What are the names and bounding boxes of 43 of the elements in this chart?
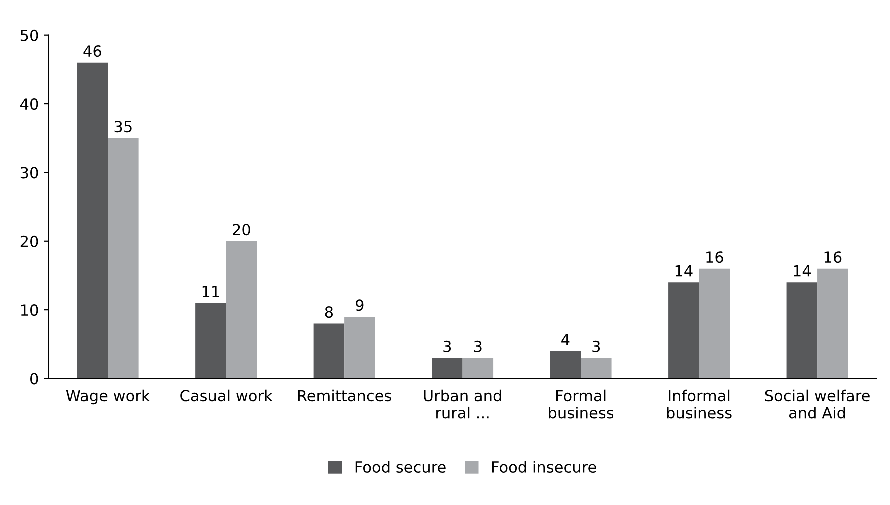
bar bbox=[344, 316, 376, 379]
bar bbox=[699, 268, 730, 379]
data-label: 9 bbox=[356, 300, 364, 312]
legend-label: Food insecure bbox=[492, 461, 596, 474]
data-label: 46 bbox=[84, 46, 102, 58]
data-label: 4 bbox=[562, 334, 570, 346]
legend-label: Food secure bbox=[356, 461, 446, 474]
data-label: 14 bbox=[676, 266, 693, 277]
x-tick-label: Social welfare and Aid bbox=[765, 390, 870, 419]
bar bbox=[668, 282, 700, 379]
x-tick-label: Wage work bbox=[66, 390, 150, 405]
data-label: 3 bbox=[444, 340, 452, 352]
data-label: 3 bbox=[474, 340, 482, 352]
bar bbox=[77, 62, 108, 379]
data-label: 20 bbox=[233, 224, 250, 236]
bar bbox=[581, 358, 612, 379]
data-label: 16 bbox=[824, 252, 842, 264]
y-tick-label: 30 bbox=[20, 167, 38, 179]
bar bbox=[462, 358, 494, 379]
data-label: 16 bbox=[706, 252, 724, 264]
y-tick-label: 40 bbox=[20, 98, 38, 110]
bar bbox=[226, 241, 258, 379]
data-label: 11 bbox=[202, 286, 220, 298]
bar bbox=[432, 358, 463, 379]
bar bbox=[818, 268, 848, 379]
bar bbox=[108, 138, 139, 379]
y-tick-label: 0 bbox=[30, 373, 38, 385]
x-tick-label: Informal business bbox=[667, 390, 732, 419]
y-tick-label: 50 bbox=[20, 30, 38, 42]
y-tick-label: 10 bbox=[21, 304, 38, 316]
x-tick-label: Casual work bbox=[180, 390, 273, 402]
bar bbox=[196, 303, 226, 379]
data-label: 3 bbox=[592, 340, 600, 352]
x-tick-label: Formal business bbox=[549, 390, 614, 419]
x-tick-label: Remittances bbox=[298, 390, 392, 402]
bar bbox=[786, 282, 818, 379]
bar bbox=[314, 324, 345, 379]
data-label: 35 bbox=[114, 121, 132, 133]
bar bbox=[550, 351, 582, 379]
data-label: 8 bbox=[325, 306, 333, 318]
x-tick-label: Urban and rural ... bbox=[424, 390, 502, 419]
y-tick-label: 20 bbox=[20, 236, 38, 248]
data-label: 14 bbox=[794, 266, 812, 277]
